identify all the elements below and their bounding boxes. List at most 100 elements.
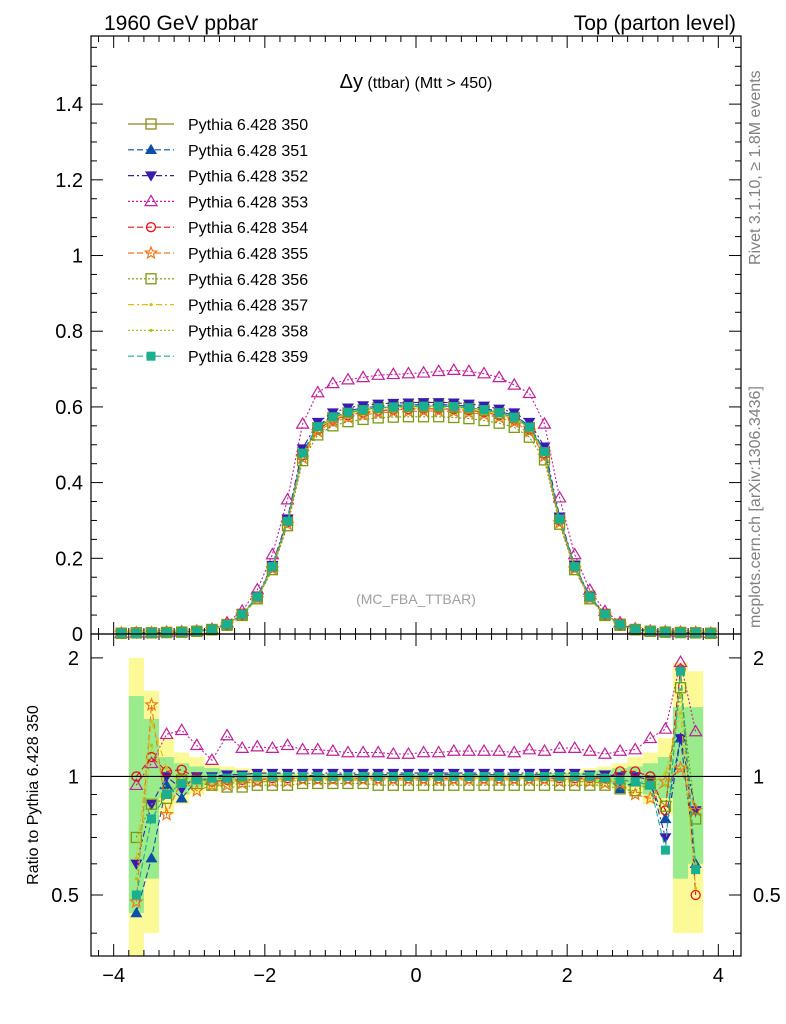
ratio-series-point	[219, 728, 235, 741]
ratio-x-tick-label: 4	[713, 965, 724, 987]
main-series-point	[192, 626, 202, 636]
ratio-uncertainty-bands	[128, 657, 704, 956]
main-series-point	[265, 547, 280, 560]
legend-marker	[143, 245, 159, 260]
main-y-tick-label: 0.2	[55, 548, 83, 570]
main-series-point	[237, 609, 247, 619]
main-series-point	[463, 412, 475, 425]
ratio-series-point	[416, 745, 431, 758]
ratio-x-tick-label: 0	[410, 965, 421, 987]
main-series-point	[493, 417, 505, 429]
ratio-series-point	[149, 743, 154, 747]
ratio-series-point	[628, 742, 643, 755]
main-series-line	[121, 407, 711, 634]
ratio-series-point	[630, 777, 640, 787]
ratio-series-line	[135, 687, 697, 838]
main-series-point	[522, 386, 537, 399]
main-y-tick-label: 0	[72, 624, 83, 646]
ratio-series-point	[401, 746, 416, 759]
legend-label: Pythia 6.428 351	[188, 143, 308, 160]
ratio-series-point	[507, 745, 522, 758]
legend-entry-5: Pythia 6.428 354	[128, 220, 308, 237]
ratio-series-point	[175, 792, 188, 803]
main-series-point	[298, 448, 308, 458]
ratio-series-point	[643, 731, 658, 744]
title-symbol: Δy	[340, 71, 363, 93]
legend-label: Pythia 6.428 357	[188, 298, 308, 315]
main-series-point	[476, 366, 492, 379]
ratio-plot-series	[91, 655, 741, 918]
ratio-series-point	[615, 775, 625, 785]
ratio-series-point	[356, 745, 371, 758]
main-series-point	[508, 421, 520, 433]
main-series-point	[343, 407, 353, 417]
main-series-point	[585, 592, 595, 602]
legend-label: Pythia 6.428 352	[188, 169, 308, 186]
ratio-series-point	[476, 743, 492, 756]
ratio-series-point	[280, 738, 295, 751]
ratio-series-point	[582, 743, 597, 756]
ratio-series-point	[431, 745, 446, 758]
main-series-point	[146, 628, 156, 638]
main-series-point	[356, 370, 371, 383]
legend-label: Pythia 6.428 358	[188, 323, 308, 340]
main-plot-series	[113, 363, 719, 640]
ratio-series-point	[691, 865, 701, 875]
main-series-point	[267, 562, 277, 572]
plot-axes: 00.20.40.60.811.21.4−4 −2 0 2 40.5 0.51 12 2	[51, 35, 781, 987]
main-series-point	[387, 411, 399, 423]
legend-marker	[145, 118, 157, 130]
ratio-series-point	[537, 743, 552, 756]
ratio-series-point	[144, 697, 159, 712]
ratio-series-point	[325, 743, 340, 756]
legend-marker	[145, 273, 157, 285]
ratio-band-green	[657, 757, 673, 799]
main-series-point	[567, 547, 582, 560]
main-y-tick-label: 0.4	[55, 473, 83, 495]
main-series-point	[464, 403, 474, 413]
ratio-series-point	[159, 806, 174, 821]
main-series-line	[121, 416, 711, 634]
legend-entry-7: Pythia 6.428 356	[128, 272, 308, 289]
ratio-series-point	[189, 738, 204, 751]
ratio-series-5	[129, 697, 703, 909]
ratio-y-tick-label-left: 0.5	[51, 885, 79, 907]
main-series-point	[388, 402, 398, 412]
ratio-series-point	[676, 666, 686, 676]
main-series-point	[433, 411, 445, 423]
analysis-watermark: (MC_FBA_TTBAR)	[356, 591, 476, 607]
ratio-series-point	[204, 752, 219, 765]
main-series-point	[310, 385, 325, 398]
main-series-point	[402, 411, 415, 423]
ratio-series-point	[678, 694, 683, 698]
main-series-point	[373, 403, 383, 413]
ratio-series-point	[614, 782, 627, 794]
main-series-point	[479, 405, 489, 415]
ratio-x-tick-label: −4	[102, 965, 125, 987]
main-series-point	[419, 401, 429, 411]
ratio-y-tick-label-left: 2	[68, 648, 79, 670]
legend-entry-6: Pythia 6.428 355	[128, 245, 308, 263]
main-series-point	[507, 377, 522, 390]
ratio-series-line	[135, 696, 697, 879]
ratio-series-point	[660, 845, 670, 855]
ratio-series-point	[145, 852, 158, 863]
ratio-series-point	[522, 742, 537, 755]
main-series-line	[121, 410, 711, 634]
ratio-series-point	[613, 743, 628, 756]
ratio-series-point	[673, 655, 688, 668]
header-right: Top (parton level)	[574, 12, 736, 35]
main-series-line	[121, 405, 711, 634]
main-series-10	[116, 401, 716, 638]
ratio-series-point	[690, 889, 701, 901]
ratio-band-green	[672, 707, 689, 879]
ratio-series-point	[159, 727, 174, 740]
main-series-point	[131, 628, 141, 638]
header-left: 1960 GeV ppbar	[104, 12, 258, 35]
ratio-series-point	[552, 740, 567, 753]
ratio-series-point	[674, 734, 687, 745]
ratio-series-point	[461, 743, 476, 756]
ratio-series-point	[204, 777, 220, 792]
ratio-series-point	[295, 742, 310, 755]
